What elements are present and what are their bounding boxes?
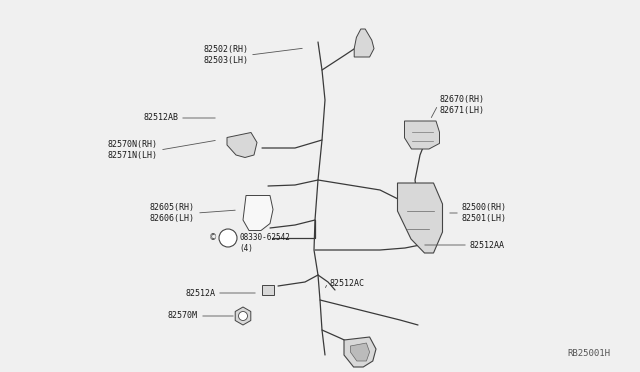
Polygon shape — [354, 29, 374, 57]
Text: ©: © — [209, 234, 217, 243]
Text: 82512AC: 82512AC — [330, 279, 365, 288]
Text: 82502(RH)
82503(LH): 82502(RH) 82503(LH) — [203, 45, 248, 65]
Text: 82512AB: 82512AB — [143, 113, 178, 122]
Text: 82605(RH)
82606(LH): 82605(RH) 82606(LH) — [150, 203, 195, 223]
Text: 82670(RH)
82671(LH): 82670(RH) 82671(LH) — [440, 95, 485, 115]
Text: 82512A: 82512A — [185, 289, 215, 298]
Polygon shape — [227, 132, 257, 157]
Text: 82570M: 82570M — [168, 311, 198, 321]
Bar — [262, 285, 274, 295]
Text: 82512AA: 82512AA — [470, 241, 505, 250]
Text: RB25001H: RB25001H — [567, 349, 610, 358]
Polygon shape — [236, 307, 251, 325]
Polygon shape — [243, 196, 273, 231]
Text: (4): (4) — [239, 244, 253, 253]
Polygon shape — [397, 183, 442, 253]
Text: 82570N(RH)
82571N(LH): 82570N(RH) 82571N(LH) — [108, 140, 158, 160]
Text: 82500(RH)
82501(LH): 82500(RH) 82501(LH) — [462, 203, 507, 223]
Text: 08330-62542: 08330-62542 — [239, 234, 290, 243]
Polygon shape — [404, 121, 440, 149]
Circle shape — [219, 229, 237, 247]
Polygon shape — [351, 343, 370, 361]
Circle shape — [239, 311, 248, 321]
Polygon shape — [344, 337, 376, 367]
